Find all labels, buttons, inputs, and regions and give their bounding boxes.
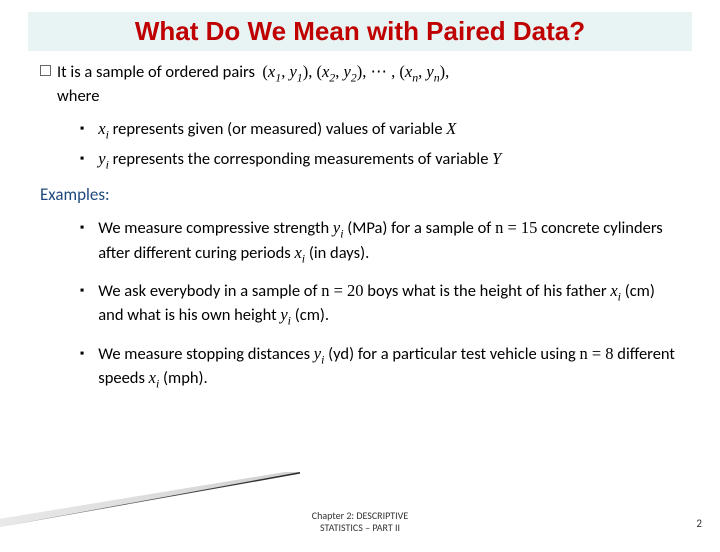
definition-tail: where: [57, 86, 99, 106]
sub-item-y-text: yi represents the corresponding measurem…: [98, 148, 501, 172]
definition-sublist: ▪ xi represents given (or measured) valu…: [40, 118, 680, 173]
page-title: What Do We Mean with Paired Data?: [40, 16, 680, 47]
bullet-icon: ▪: [80, 283, 84, 299]
examples-list: ▪ We measure compressive strength yi (MP…: [40, 217, 680, 391]
bullet-icon: ▪: [80, 151, 84, 167]
var-xi: xi: [610, 281, 621, 300]
example-3-text: We measure stopping distances yi (yd) fo…: [98, 343, 680, 392]
definition-lead: It is a sample of ordered pairs: [57, 62, 255, 82]
eq-n8: n = 8: [580, 344, 614, 363]
bullet-icon: ▪: [80, 121, 84, 137]
sub-item-x-text: xi represents given (or measured) values…: [98, 118, 456, 142]
footer-text: Chapter 2: DESCRIPTIVE STATISTICS – PART…: [260, 510, 460, 534]
examples-heading: Examples:: [40, 184, 680, 207]
pairs-math: (x1, y1), (x2, y2), ⋯ , (xn, yn),: [262, 62, 449, 81]
var-xi: xi: [98, 119, 109, 138]
bullet-icon: ▪: [80, 346, 84, 362]
sub-item-y: ▪ yi represents the corresponding measur…: [80, 148, 680, 172]
example-1: ▪ We measure compressive strength yi (MP…: [80, 217, 680, 266]
var-yi: yi: [314, 344, 325, 363]
var-X: X: [446, 119, 456, 138]
var-xi: xi: [149, 368, 160, 387]
var-yi: yi: [333, 218, 344, 237]
eq-n20: n = 20: [321, 281, 363, 300]
decorative-wedge: [0, 472, 300, 527]
page-number: 2: [696, 517, 702, 530]
var-yi: yi: [98, 149, 109, 168]
definition-text: It is a sample of ordered pairs (x1, y1)…: [57, 61, 449, 108]
example-2-text: We ask everybody in a sample of n = 20 b…: [98, 280, 680, 329]
example-2: ▪ We ask everybody in a sample of n = 20…: [80, 280, 680, 329]
example-1-text: We measure compressive strength yi (MPa)…: [98, 217, 680, 266]
title-bar: What Do We Mean with Paired Data?: [28, 12, 692, 51]
var-xi: xi: [294, 243, 305, 262]
sub-item-x: ▪ xi represents given (or measured) valu…: [80, 118, 680, 142]
eq-n15: n = 15: [495, 218, 537, 237]
definition-line: It is a sample of ordered pairs (x1, y1)…: [40, 61, 680, 108]
bullet-icon: ▪: [80, 220, 84, 236]
var-Y: Y: [492, 149, 501, 168]
var-yi: yi: [280, 305, 291, 324]
footer-line-2: STATISTICS – PART II: [320, 521, 400, 534]
checkbox-icon: [40, 65, 51, 76]
content-area: It is a sample of ordered pairs (x1, y1)…: [0, 51, 720, 391]
example-3: ▪ We measure stopping distances yi (yd) …: [80, 343, 680, 392]
